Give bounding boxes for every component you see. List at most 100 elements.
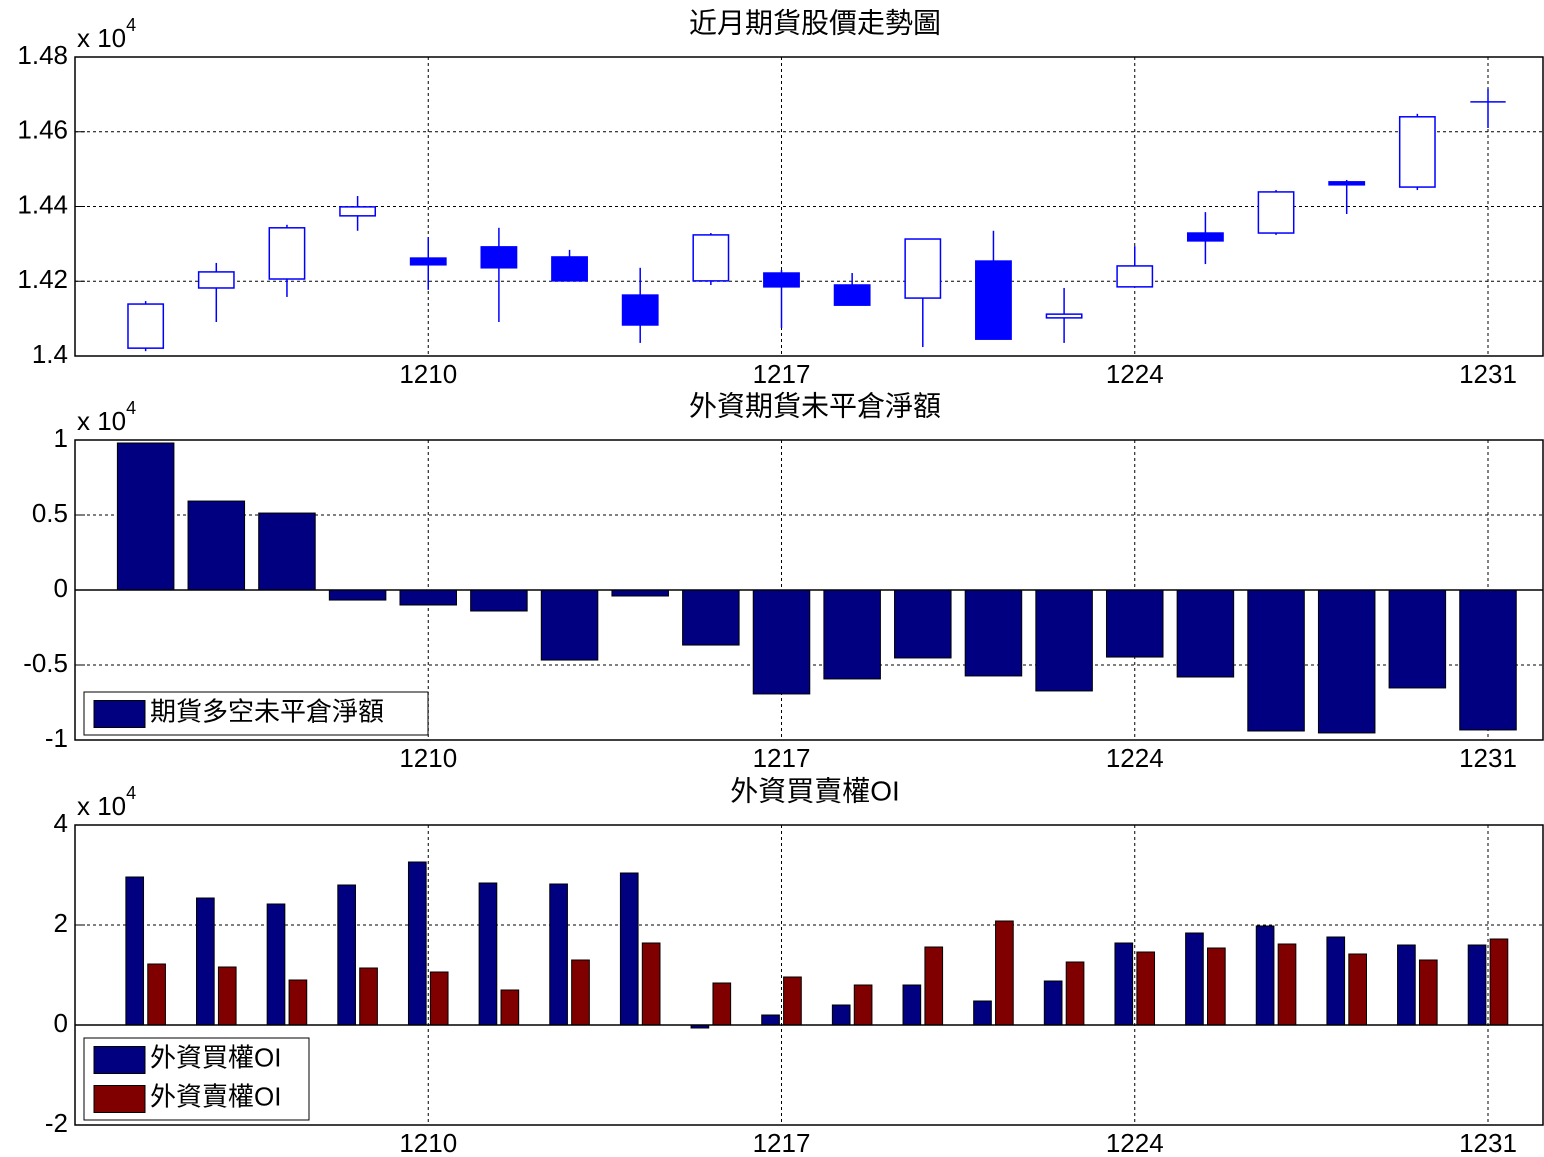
bar bbox=[831, 1004, 851, 1026]
bar bbox=[1459, 589, 1517, 731]
y-tick-label: 1 bbox=[54, 423, 68, 453]
y-tick-label: 1.4 bbox=[32, 339, 68, 369]
bar bbox=[1065, 961, 1085, 1026]
y-multiplier: x 104 bbox=[77, 15, 136, 53]
bar bbox=[217, 966, 237, 1026]
y-tick-label: 0 bbox=[54, 1008, 68, 1038]
y-multiplier-exp: 4 bbox=[126, 398, 136, 418]
bar bbox=[1467, 944, 1487, 1026]
legend-swatch bbox=[93, 1046, 146, 1074]
bar bbox=[995, 920, 1014, 1026]
legend-label: 外資買權OI bbox=[150, 1042, 281, 1072]
bar bbox=[682, 589, 740, 646]
bar bbox=[783, 976, 802, 1026]
bar bbox=[399, 589, 458, 606]
y-tick-label: 1.48 bbox=[17, 40, 68, 70]
y-tick-label: 4 bbox=[54, 808, 68, 838]
bar bbox=[147, 963, 166, 1026]
bar bbox=[328, 589, 387, 601]
bar bbox=[571, 959, 590, 1026]
candle-body bbox=[1045, 313, 1083, 319]
bar bbox=[196, 897, 215, 1026]
bar bbox=[641, 942, 661, 1026]
bar bbox=[1207, 947, 1226, 1026]
bar bbox=[1255, 925, 1275, 1026]
bar bbox=[853, 984, 873, 1026]
y-tick-label: 0.5 bbox=[32, 498, 68, 528]
candle-body bbox=[339, 206, 377, 217]
candle-body bbox=[409, 257, 447, 266]
bar bbox=[712, 982, 732, 1026]
bar bbox=[1277, 943, 1297, 1026]
candle-body bbox=[1398, 116, 1436, 188]
y-tick-label: 2 bbox=[54, 908, 68, 938]
x-tick-label: 1210 bbox=[399, 1128, 457, 1157]
y-multiplier: x 104 bbox=[77, 398, 136, 436]
axes-frame bbox=[74, 824, 1544, 1126]
y-multiplier-exp: 4 bbox=[126, 15, 136, 35]
axes-background bbox=[75, 825, 1543, 1125]
bar bbox=[964, 589, 1023, 677]
legend: 期貨多空未平倉淨額 bbox=[83, 691, 429, 736]
y-tick-label: 1.46 bbox=[17, 115, 68, 145]
bar bbox=[973, 1000, 992, 1026]
y-tick-label: -1 bbox=[45, 723, 68, 753]
bar bbox=[187, 500, 246, 591]
x-tick-label: 1224 bbox=[1106, 743, 1164, 773]
bar bbox=[1176, 589, 1235, 678]
bar bbox=[1317, 589, 1376, 734]
bar bbox=[540, 589, 599, 661]
axes-frame bbox=[74, 56, 1544, 357]
y-tick-label: 1.44 bbox=[17, 189, 68, 219]
candle-body bbox=[692, 234, 730, 282]
x-tick-label: 1210 bbox=[399, 359, 457, 389]
bar bbox=[470, 589, 528, 612]
chart-title: 外資期貨未平倉淨額 bbox=[689, 390, 941, 421]
legend-swatch bbox=[93, 1085, 146, 1113]
bar bbox=[1035, 589, 1093, 692]
bar bbox=[407, 861, 427, 1026]
bar bbox=[1043, 980, 1063, 1026]
bar bbox=[611, 589, 669, 597]
candle-body bbox=[127, 303, 165, 349]
bar bbox=[1388, 589, 1447, 689]
bar bbox=[1418, 959, 1438, 1026]
legend-label: 期貨多空未平倉淨額 bbox=[150, 696, 384, 726]
bar bbox=[288, 979, 308, 1026]
bar bbox=[500, 989, 520, 1026]
candle-body bbox=[975, 260, 1012, 340]
bar bbox=[1326, 936, 1346, 1026]
bar bbox=[823, 589, 881, 680]
y-tick-label: 0 bbox=[54, 573, 68, 603]
y-multiplier-base: x 10 bbox=[77, 406, 126, 436]
bar bbox=[258, 512, 316, 591]
chart-title: 外資買賣權OI bbox=[730, 775, 900, 806]
candle-body bbox=[197, 271, 235, 289]
bar bbox=[549, 883, 568, 1026]
candle-body bbox=[763, 272, 800, 288]
y-multiplier-base: x 10 bbox=[77, 791, 126, 821]
y-tick-label: 1.42 bbox=[17, 264, 68, 294]
candle-body bbox=[833, 284, 871, 306]
x-tick-label: 1224 bbox=[1106, 359, 1164, 389]
y-tick-label: -0.5 bbox=[23, 648, 68, 678]
candle-body bbox=[621, 294, 659, 326]
bar bbox=[761, 1014, 780, 1026]
bar bbox=[1247, 589, 1305, 732]
bar bbox=[619, 872, 639, 1026]
candle-body bbox=[480, 246, 518, 269]
x-tick-label: 1231 bbox=[1459, 743, 1517, 773]
bar bbox=[1489, 938, 1509, 1026]
bar bbox=[266, 903, 286, 1026]
bar bbox=[902, 984, 922, 1026]
candle-body bbox=[268, 227, 306, 280]
legend-swatch bbox=[93, 700, 146, 728]
x-tick-label: 1210 bbox=[399, 743, 457, 773]
candle-body bbox=[551, 256, 588, 282]
candle-body bbox=[904, 238, 942, 299]
bar bbox=[1136, 951, 1156, 1026]
axes-frame bbox=[74, 439, 1544, 741]
x-tick-label: 1217 bbox=[753, 1128, 811, 1157]
